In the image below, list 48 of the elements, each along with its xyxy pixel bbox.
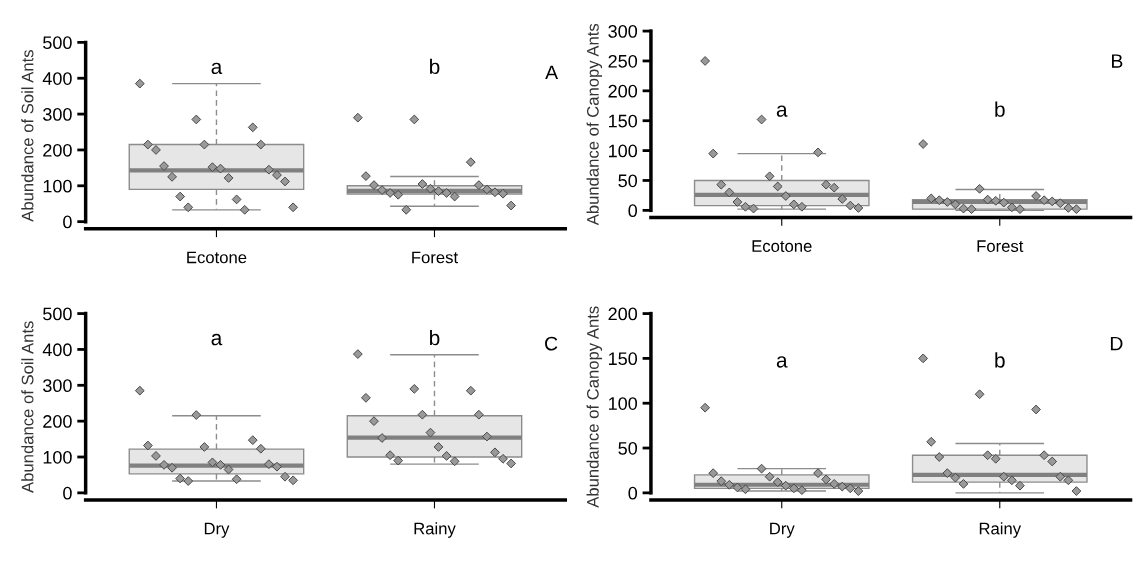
y-tick-label: 150 (609, 352, 638, 366)
annotation: b (430, 58, 440, 75)
annotation: a (211, 333, 223, 346)
y-tick-label: 200 (43, 143, 72, 157)
x-tick-label: Rainy (979, 522, 1022, 538)
annotation: a (776, 356, 788, 368)
annotation: b (995, 352, 1005, 368)
y-tick-label: 0 (628, 204, 638, 218)
y-tick-label: 400 (42, 72, 72, 85)
y-tick-label: 400 (42, 343, 72, 357)
annotation: D (1110, 336, 1123, 351)
y-tick-label: 250 (608, 54, 638, 68)
y-tick-label: 500 (43, 36, 72, 50)
y-axis-title: Abundance of Canopy Ants (586, 306, 603, 508)
x-tick-label: Dry (204, 522, 230, 538)
annotation: a (776, 105, 788, 117)
annotation: b (995, 101, 1005, 117)
y-tick-label: 50 (618, 174, 638, 188)
y-axis-title: Abundance of Canopy Ants (586, 23, 603, 226)
annotation: C (545, 336, 558, 351)
y-tick-label: 100 (609, 397, 638, 410)
y-tick-label: 300 (43, 108, 72, 121)
y-tick-label: 0 (63, 486, 72, 500)
y-axis-title: Abundance of Soil Ants (21, 321, 34, 493)
x-tick-label: Forest (412, 251, 458, 264)
annotation: b (430, 329, 440, 346)
x-tick-label: Ecotone (187, 251, 247, 264)
annotation: A (545, 65, 559, 80)
y-tick-label: 300 (608, 25, 638, 38)
x-tick-label: Ecotone (752, 240, 812, 252)
y-tick-label: 200 (43, 415, 72, 428)
y-tick-label: 150 (609, 114, 638, 128)
x-tick-label: Forest (977, 240, 1024, 252)
y-tick-label: 100 (609, 144, 638, 158)
y-tick-label: 50 (618, 441, 638, 455)
annotation: B (1112, 54, 1123, 68)
y-tick-label: 100 (43, 179, 72, 193)
x-tick-label: Dry (770, 522, 795, 538)
y-tick-label: 500 (43, 307, 72, 321)
x-tick-label: Rainy (414, 522, 456, 538)
y-tick-label: 300 (43, 379, 72, 393)
y-tick-label: 200 (608, 307, 638, 321)
y-tick-label: 0 (628, 486, 638, 500)
y-tick-label: 100 (43, 450, 72, 464)
y-tick-label: 0 (63, 215, 72, 229)
y-axis-title: Abundance of Soil Ants (21, 50, 34, 222)
annotation: a (211, 62, 223, 75)
y-tick-label: 200 (608, 84, 638, 98)
